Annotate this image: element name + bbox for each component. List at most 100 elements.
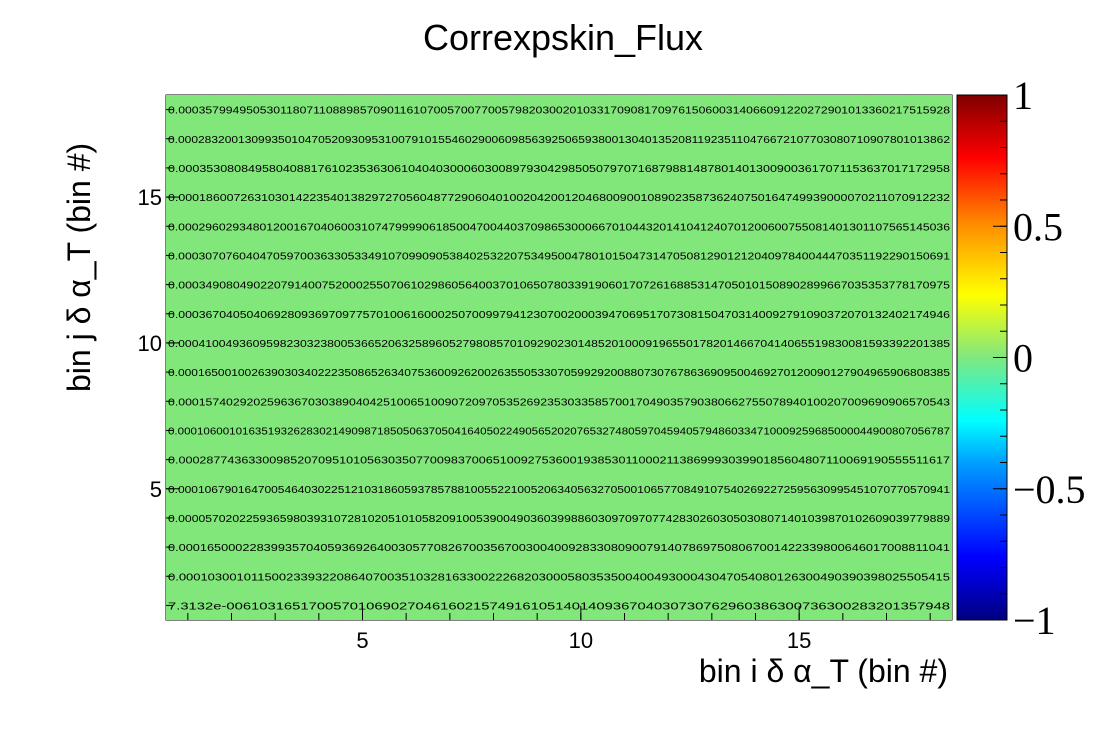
heatmap-cell bbox=[297, 445, 341, 475]
heatmap-cell bbox=[733, 270, 778, 300]
heatmap-cell bbox=[471, 561, 516, 591]
heatmap-cell bbox=[733, 532, 778, 562]
heatmap-cell bbox=[908, 153, 952, 183]
y-tick-label: 15 bbox=[138, 185, 162, 210]
heatmap-cell bbox=[384, 299, 428, 329]
heatmap-cell bbox=[690, 445, 734, 475]
heatmap-cell bbox=[166, 503, 210, 533]
cell-value-row: 0.00018600726310301422354013829727056048… bbox=[168, 193, 951, 204]
heatmap-cell bbox=[428, 95, 472, 125]
heatmap-cell bbox=[864, 386, 909, 416]
heatmap-cell bbox=[908, 386, 952, 416]
heatmap-cell bbox=[559, 299, 603, 329]
heatmap-cell bbox=[209, 532, 254, 562]
heatmap-cell bbox=[777, 153, 821, 183]
heatmap-cell bbox=[777, 474, 821, 504]
heatmap-cell bbox=[908, 445, 952, 475]
heatmap-cell bbox=[471, 153, 516, 183]
heatmap-cell bbox=[166, 211, 210, 241]
heatmap-cell bbox=[253, 328, 297, 358]
heatmap-cell bbox=[340, 153, 385, 183]
heatmap-cell bbox=[340, 445, 385, 475]
heatmap-cell bbox=[428, 299, 472, 329]
heatmap-cell bbox=[384, 415, 428, 445]
heatmap-cell bbox=[690, 532, 734, 562]
heatmap-cell bbox=[646, 415, 690, 445]
heatmap-cell bbox=[515, 182, 559, 212]
heatmap-cell bbox=[602, 386, 647, 416]
heatmap-cell bbox=[253, 211, 297, 241]
heatmap-cell bbox=[384, 474, 428, 504]
heatmap-cell bbox=[864, 474, 909, 504]
heatmap-cell bbox=[821, 357, 865, 387]
heatmap-cell bbox=[471, 532, 516, 562]
heatmap-cell bbox=[559, 503, 603, 533]
heatmap-cell bbox=[340, 270, 385, 300]
heatmap-cell bbox=[166, 532, 210, 562]
heatmap-cell bbox=[777, 299, 821, 329]
heatmap-cell bbox=[471, 182, 516, 212]
heatmap-cell bbox=[559, 532, 603, 562]
heatmap-cell bbox=[297, 532, 341, 562]
heatmap-cell bbox=[384, 270, 428, 300]
heatmap-cell bbox=[908, 532, 952, 562]
heatmap-cell bbox=[253, 182, 297, 212]
heatmap-cell bbox=[602, 445, 647, 475]
heatmap-cell bbox=[166, 445, 210, 475]
heatmap-cell bbox=[384, 211, 428, 241]
heatmap-cell bbox=[821, 415, 865, 445]
heatmap-cell bbox=[646, 532, 690, 562]
heatmap-cell bbox=[209, 270, 254, 300]
heatmap-cell bbox=[384, 182, 428, 212]
heatmap-cell bbox=[690, 211, 734, 241]
heatmap-cell bbox=[428, 357, 472, 387]
heatmap-cell bbox=[602, 153, 647, 183]
heatmap-cell bbox=[209, 182, 254, 212]
heatmap-cell bbox=[340, 211, 385, 241]
heatmap-cell bbox=[515, 153, 559, 183]
heatmap-cell bbox=[777, 95, 821, 125]
heatmap-cell bbox=[253, 153, 297, 183]
heatmap-cell bbox=[690, 415, 734, 445]
heatmap-cell bbox=[908, 270, 952, 300]
heatmap-cell bbox=[209, 95, 254, 125]
cell-value-row: 0.00035308084958040881761023536306104040… bbox=[168, 164, 951, 175]
heatmap-cell bbox=[821, 182, 865, 212]
heatmap-cell bbox=[864, 357, 909, 387]
heatmap-cell bbox=[253, 240, 297, 270]
cell-value-row: 0.00015740292025963670303890404251006510… bbox=[168, 397, 951, 408]
heatmap-cell bbox=[821, 386, 865, 416]
heatmap-cell bbox=[166, 357, 210, 387]
heatmap-cell bbox=[209, 153, 254, 183]
heatmap-cell bbox=[908, 357, 952, 387]
heatmap-cell bbox=[908, 299, 952, 329]
heatmap-cell bbox=[690, 95, 734, 125]
x-axis-title: bin i δ α_T (bin #) bbox=[699, 653, 948, 689]
heatmap-cell bbox=[602, 270, 647, 300]
heatmap-cell bbox=[340, 240, 385, 270]
heatmap-cell bbox=[471, 386, 516, 416]
cell-value-row: 7.3132e-00610316517005701069027046160215… bbox=[168, 601, 951, 612]
heatmap-cell bbox=[864, 240, 909, 270]
heatmap-cell bbox=[602, 124, 647, 154]
heatmap-cell bbox=[559, 474, 603, 504]
heatmap-cell bbox=[821, 211, 865, 241]
heatmap-cell bbox=[515, 561, 559, 591]
x-tick-label: 5 bbox=[356, 628, 368, 653]
x-tick-label: 15 bbox=[787, 628, 811, 653]
palette-tick-label: 1 bbox=[1013, 73, 1033, 118]
heatmap-cell bbox=[471, 328, 516, 358]
heatmap-cell bbox=[428, 415, 472, 445]
heatmap-cell bbox=[690, 474, 734, 504]
heatmap-cell bbox=[471, 415, 516, 445]
heatmap-cell bbox=[646, 211, 690, 241]
heatmap-cell bbox=[384, 95, 428, 125]
x-axis-ticks: 5 10 15 bbox=[187, 606, 931, 653]
heatmap-cell bbox=[821, 328, 865, 358]
heatmap-cell bbox=[602, 503, 647, 533]
heatmap-cell bbox=[908, 415, 952, 445]
palette-tick-label: −1 bbox=[1013, 598, 1056, 643]
heatmap-cell bbox=[821, 124, 865, 154]
heatmap-cell bbox=[471, 474, 516, 504]
heatmap-cell bbox=[602, 357, 647, 387]
